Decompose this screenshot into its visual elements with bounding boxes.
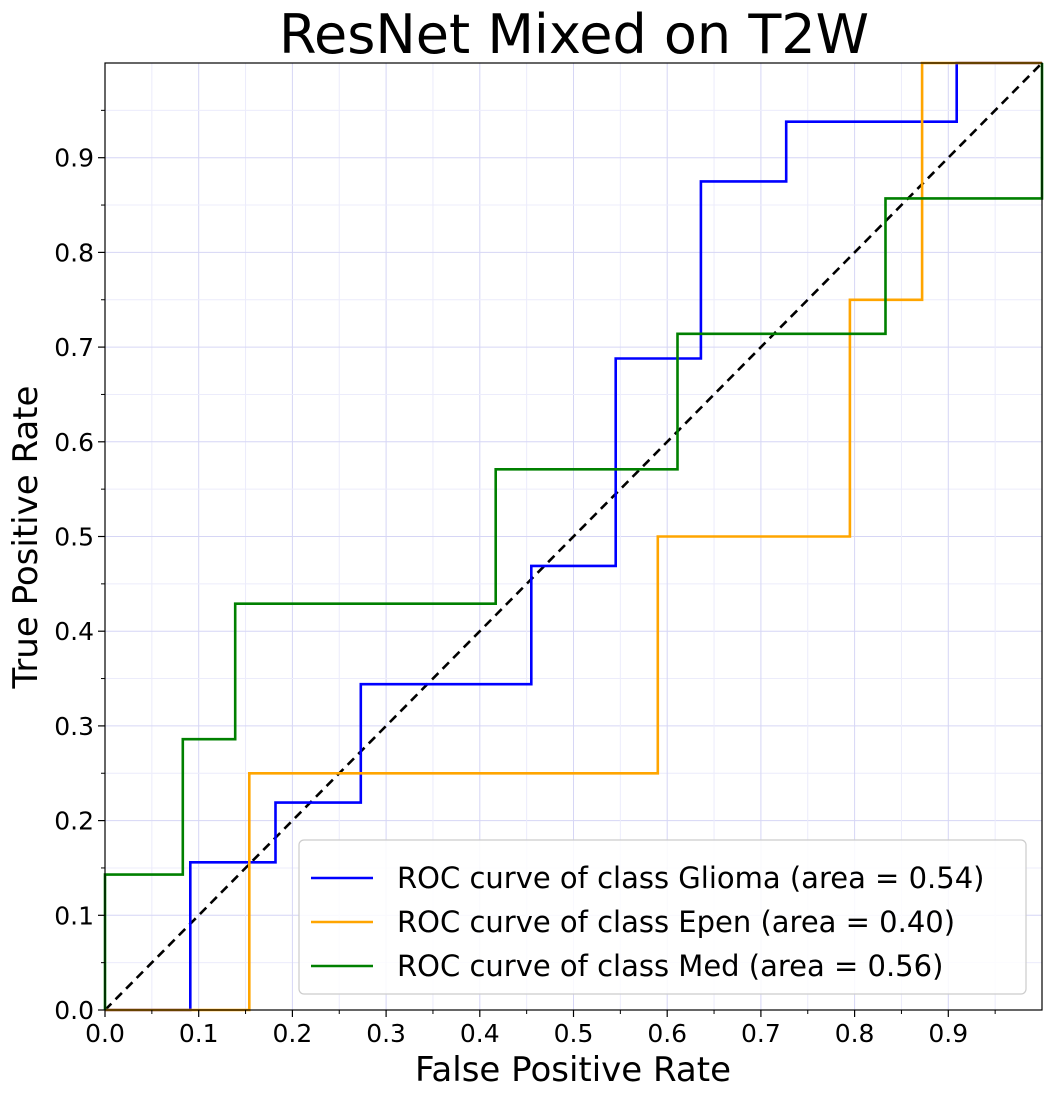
legend-entry-label: ROC curve of class Glioma (area = 0.54) <box>397 861 984 895</box>
y-tick-label: 0.9 <box>54 144 94 173</box>
y-tick-label: 0.6 <box>54 428 94 457</box>
x-tick-label: 0.0 <box>85 1019 125 1048</box>
x-tick-label: 0.8 <box>835 1019 875 1048</box>
y-tick-label: 0.2 <box>54 807 94 836</box>
x-tick-label: 0.9 <box>928 1019 968 1048</box>
y-tick-label: 0.3 <box>54 712 94 741</box>
x-tick-label: 0.3 <box>366 1019 406 1048</box>
roc-series-line-0 <box>105 61 1042 1012</box>
legend: ROC curve of class Glioma (area = 0.54) R… <box>298 839 1027 995</box>
legend-entry-label: ROC curve of class Med (area = 0.56) <box>397 949 943 983</box>
x-tick-label: 0.1 <box>179 1019 219 1048</box>
y-tick-label: 0.4 <box>54 617 94 646</box>
y-tick-label: 0.8 <box>54 238 94 267</box>
axis-ticks: 0.0 0.1 0.2 0.3 0.4 0.5 0.6 0.7 0.8 0.9 0.0 0.1 0.2 0… <box>54 109 996 1048</box>
y-tick-label: 0.5 <box>54 523 94 552</box>
x-tick-label: 0.4 <box>460 1019 500 1048</box>
y-tick-label: 0.0 <box>54 996 94 1025</box>
roc-series-line-1 <box>105 61 1042 1012</box>
x-tick-label: 0.6 <box>647 1019 687 1048</box>
roc-series-line-2 <box>103 63 1044 1010</box>
x-axis-label: False Positive Rate <box>415 1050 731 1090</box>
legend-box <box>298 839 1027 995</box>
legend-entry-label: ROC curve of class Epen (area = 0.40) <box>397 905 955 939</box>
chart-title: ResNet Mixed on T2W <box>279 3 869 66</box>
plot-series <box>103 61 1044 1012</box>
x-tick-label: 0.5 <box>554 1019 594 1048</box>
x-tick-label: 0.7 <box>741 1019 781 1048</box>
x-tick-label: 0.2 <box>273 1019 313 1048</box>
y-tick-label: 0.7 <box>54 333 94 362</box>
y-tick-label: 0.1 <box>54 901 94 930</box>
y-axis-label: True Positive Rate <box>6 386 46 690</box>
